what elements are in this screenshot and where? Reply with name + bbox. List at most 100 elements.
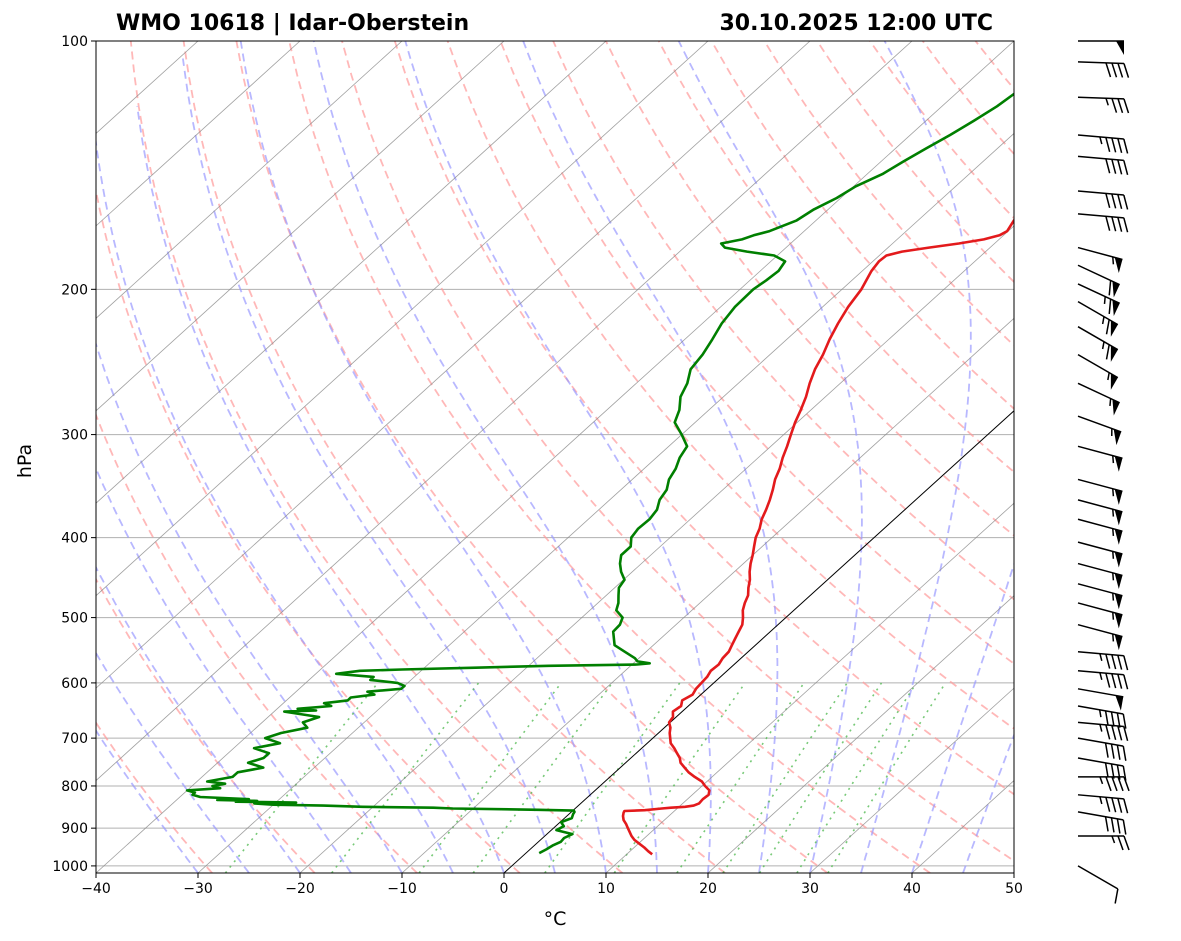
dry-adiabat: [657, 41, 1014, 474]
wind-barb-full: [1111, 137, 1117, 153]
moist-adiabat: [96, 136, 454, 873]
isotherms: [96, 41, 1014, 873]
moist-adiabat: [136, 106, 505, 873]
wind-barb-flag: [1114, 456, 1123, 472]
wind-barb-full: [1111, 725, 1117, 740]
wind-barb-full: [1105, 158, 1111, 174]
wind-barb-shaft: [1077, 688, 1124, 698]
wind-barb-full: [1123, 98, 1130, 114]
moist-adiabat: [1013, 870, 1014, 873]
dry-adiabat: [1028, 41, 1181, 873]
wind-barb-full: [1123, 194, 1129, 210]
moist-adiabat: [96, 651, 250, 873]
wind-barb: [1077, 134, 1129, 154]
wind-barb-flag: [1112, 299, 1120, 317]
wind-barb-shaft: [1077, 670, 1124, 676]
x-tick-label: −10: [387, 881, 417, 897]
wind-barb-shaft: [1077, 155, 1124, 162]
dry-adiabat: [499, 41, 1014, 665]
wind-barb-full: [1117, 835, 1124, 851]
mixing-ratio-line: [827, 682, 947, 873]
wind-barb-half: [1112, 488, 1115, 497]
isotherm-line: [1013, 872, 1014, 873]
wind-barb-half: [1099, 136, 1103, 145]
wind-barb: [1077, 499, 1123, 526]
wind-barb-flag: [1114, 529, 1123, 545]
wind-barb-half: [1112, 633, 1115, 642]
wind-barb: [1077, 445, 1123, 472]
mixing-ratio-line: [796, 682, 918, 873]
wind-barb-full: [1110, 817, 1115, 833]
wind-barb-flag: [1114, 509, 1123, 526]
wind-barb-full: [1105, 653, 1111, 669]
wind-barb: [1077, 541, 1123, 568]
sounding-traces: [185, 92, 1014, 856]
wind-barb-shaft: [1077, 382, 1121, 404]
wind-barb-full: [1117, 655, 1123, 670]
wind-barb-shaft: [1077, 518, 1123, 532]
wind-barb: [1077, 213, 1129, 233]
wind-barb: [1077, 688, 1124, 711]
wind-barb: [1077, 326, 1119, 362]
wind-barb-full: [1122, 819, 1127, 835]
wind-barb-flag: [1114, 573, 1123, 589]
moist-adiabat: [96, 341, 403, 873]
wind-barb: [1077, 155, 1129, 175]
wind-barb-half: [1107, 372, 1110, 381]
wind-barb-half: [1103, 296, 1106, 305]
wind-barb-full: [1105, 216, 1111, 231]
mixing-ratio-line: [758, 682, 883, 873]
wind-barb-full: [1116, 744, 1121, 760]
isotherm-line: [96, 41, 709, 597]
wind-barb-flag: [1114, 634, 1123, 651]
isotherm-line: [96, 41, 1014, 873]
dry-adiabat: [393, 41, 1014, 796]
wind-barb: [1077, 264, 1121, 298]
wind-barb-flag: [1114, 257, 1123, 274]
wind-barb-shaft: [1077, 650, 1124, 657]
wind-barb-shaft: [1077, 190, 1124, 196]
wind-barb-full: [1122, 765, 1127, 781]
wind-barb-full: [1105, 137, 1111, 153]
isotherm-line: [96, 41, 607, 504]
wind-barb-full: [1116, 712, 1121, 728]
wind-barb-shaft: [1077, 445, 1123, 459]
wind-barb-half: [1112, 509, 1115, 517]
x-tick-label: −40: [81, 881, 111, 897]
chart-title-datetime: 30.10.2025 12:00 UTC: [719, 11, 993, 36]
wind-barb-flag: [1114, 551, 1123, 568]
wind-barb-half: [1112, 612, 1115, 620]
wind-barb-full: [1117, 138, 1123, 154]
wind-barb-shaft: [1077, 478, 1123, 493]
wind-barb-full: [1117, 159, 1123, 175]
wind-barb-full: [1123, 835, 1130, 851]
wind-barb-full: [1123, 655, 1129, 671]
wind-barb-full: [1122, 745, 1127, 761]
wind-barb-flag: [1112, 281, 1120, 298]
wind-barb-full: [1104, 816, 1109, 832]
wind-barb-shaft: [1077, 246, 1123, 261]
mixing-ratio-line: [331, 682, 480, 873]
wind-barb: [1077, 602, 1123, 629]
wind-barb-full: [1105, 797, 1111, 812]
wind-barb: [1077, 96, 1130, 114]
moist-adiabat: [404, 41, 712, 873]
moist-adiabat: [96, 729, 199, 873]
mixing-ratio-line: [418, 682, 562, 873]
wind-barb-full: [1123, 63, 1130, 78]
isotherm-line: [197, 132, 1014, 873]
wind-barb: [1077, 382, 1121, 416]
wind-barb-shaft: [1077, 705, 1124, 715]
x-tick-label: −30: [183, 881, 213, 897]
isotherm-line: [299, 225, 1014, 873]
mixing-ratio-line: [676, 682, 805, 873]
wind-barb: [1078, 835, 1130, 851]
plot-frame: [95, 40, 1015, 874]
wind-barb-full: [1110, 763, 1115, 779]
wind-barb-full: [1116, 764, 1121, 780]
wind-barb-shaft: [1077, 134, 1124, 140]
wind-barb-shaft: [1077, 300, 1119, 326]
moist-adiabat: [911, 561, 1014, 873]
dry-adiabat: [288, 41, 931, 873]
wind-barb-full: [1117, 194, 1123, 210]
